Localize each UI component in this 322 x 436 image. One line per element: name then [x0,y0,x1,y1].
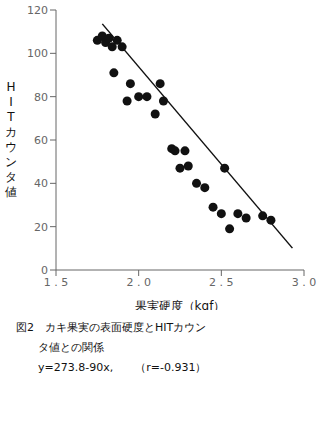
svg-text:100: 100 [27,47,48,60]
html-text:タ値との関係: タ値との関係 [16,341,104,354]
svg-text:果実硬度（kgf）: 果実硬度（kgf） [135,299,226,310]
svg-text:1 . 5: 1 . 5 [44,276,69,289]
html-text:I: I [9,95,13,109]
svg-text:120: 120 [27,4,48,17]
html-text:タ: タ [5,170,17,184]
html-text:H: H [6,80,16,94]
svg-text:0: 0 [41,264,48,277]
svg-text:20: 20 [34,221,48,234]
svg-text:3 . 0: 3 . 0 [292,276,314,289]
svg-text:2 . 0: 2 . 0 [126,276,151,289]
svg-text:80: 80 [34,91,48,104]
svg-text:60: 60 [34,134,48,147]
html-text:カ: カ [5,125,17,139]
html-text:ン: ン [5,155,17,169]
svg-text:2 . 5: 2 . 5 [209,276,234,289]
svg-text:40: 40 [34,177,48,190]
html-text:ウ: ウ [5,140,17,154]
html-text:値: 値 [5,185,17,199]
html-text:図2 カキ果実の表面硬度とHITカウン: 図2 カキ果実の表面硬度とHITカウン [16,321,207,334]
html-text:T: T [7,110,15,124]
html-text:y=273.8-90x, （r=-0.931）: y=273.8-90x, （r=-0.931） [16,361,207,374]
